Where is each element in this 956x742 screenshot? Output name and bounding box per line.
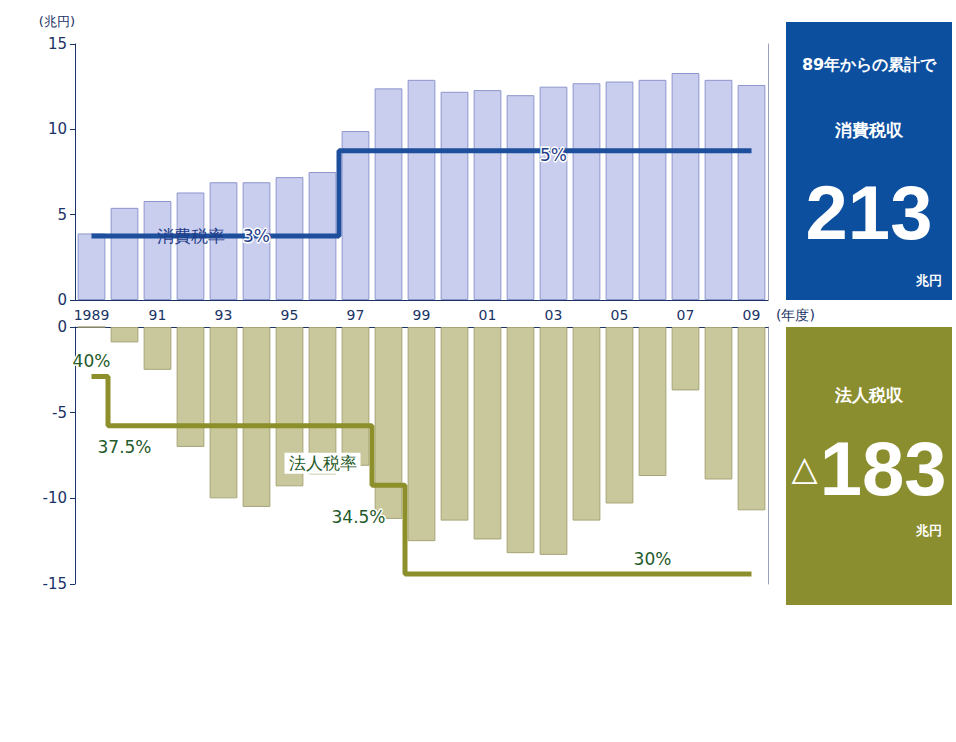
svg-text:0: 0 bbox=[57, 318, 67, 336]
svg-text:40%: 40% bbox=[73, 351, 111, 371]
svg-text:(兆円): (兆円) bbox=[39, 14, 75, 29]
svg-text:兆円: 兆円 bbox=[915, 523, 942, 538]
svg-text:3%: 3% bbox=[243, 226, 270, 246]
svg-text:37.5%: 37.5% bbox=[97, 437, 151, 457]
svg-text:-10: -10 bbox=[43, 489, 68, 507]
svg-text:95: 95 bbox=[281, 307, 299, 323]
svg-text:-15: -15 bbox=[43, 575, 68, 593]
svg-text:法人税率: 法人税率 bbox=[289, 453, 357, 473]
svg-text:0: 0 bbox=[57, 291, 67, 309]
svg-text:99: 99 bbox=[413, 307, 431, 323]
svg-text:消費税収: 消費税収 bbox=[834, 120, 904, 140]
svg-text:△: △ bbox=[792, 448, 819, 488]
svg-text:法人税収: 法人税収 bbox=[834, 385, 904, 405]
svg-text:1989: 1989 bbox=[74, 307, 110, 323]
svg-text:05: 05 bbox=[611, 307, 629, 323]
svg-text:5: 5 bbox=[57, 206, 67, 224]
svg-text:93: 93 bbox=[215, 307, 233, 323]
svg-text:09: 09 bbox=[743, 307, 761, 323]
svg-text:01: 01 bbox=[479, 307, 497, 323]
svg-text:30%: 30% bbox=[634, 549, 672, 569]
svg-text:(年度): (年度) bbox=[776, 307, 815, 323]
svg-text:91: 91 bbox=[149, 307, 167, 323]
svg-text:34.5%: 34.5% bbox=[331, 507, 385, 527]
svg-text:-5: -5 bbox=[52, 404, 67, 422]
svg-text:183: 183 bbox=[820, 426, 947, 511]
svg-text:10: 10 bbox=[48, 120, 67, 138]
svg-text:213: 213 bbox=[806, 170, 933, 255]
svg-text:5%: 5% bbox=[540, 145, 567, 165]
svg-text:07: 07 bbox=[677, 307, 695, 323]
svg-text:消費税率: 消費税率 bbox=[157, 226, 225, 246]
svg-text:03: 03 bbox=[545, 307, 563, 323]
svg-text:89年からの累計で: 89年からの累計で bbox=[802, 55, 937, 74]
svg-text:97: 97 bbox=[347, 307, 365, 323]
svg-text:兆円: 兆円 bbox=[915, 273, 942, 288]
svg-text:15: 15 bbox=[48, 35, 67, 53]
